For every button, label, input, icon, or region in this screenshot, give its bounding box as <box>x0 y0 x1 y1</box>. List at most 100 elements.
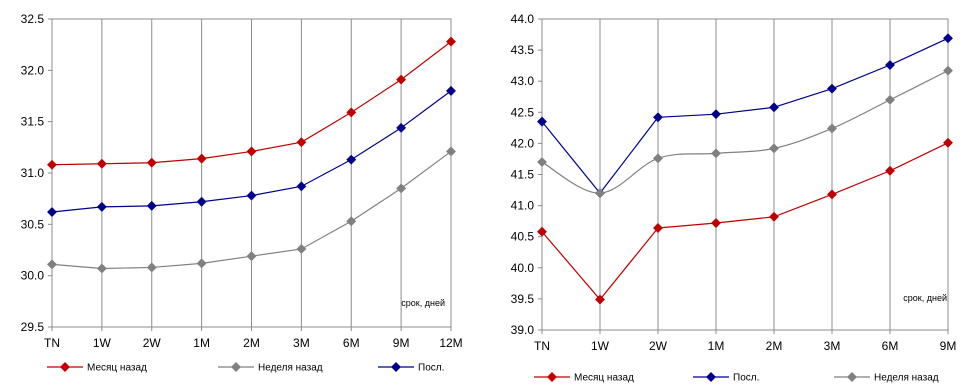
left-legend-label: Месяц назад <box>87 363 147 374</box>
right-data-point <box>943 65 953 76</box>
left-data-point <box>196 196 207 207</box>
right-y-tick-label: 41.5 <box>511 168 535 182</box>
left-data-point <box>246 251 257 262</box>
right-chart: 39.0 39.5 40.0 40.5 41.0 41.5 42.0 42.5 43.0 43.5… <box>485 0 965 384</box>
right-data-point <box>595 294 605 305</box>
right-legend-marker <box>847 372 857 382</box>
left-data-point <box>146 262 157 273</box>
right-x-tick-label: 6M <box>882 339 899 353</box>
left-legend-label: Неделя назад <box>258 363 323 374</box>
left-data-point <box>396 183 407 194</box>
right-x-tick-label: 2W <box>649 339 668 353</box>
right-x-tick-label: 3M <box>824 339 841 353</box>
right-x-tick-label: 9M <box>940 339 957 353</box>
left-y-tick-label: 31.5 <box>21 115 45 129</box>
left-x-tick-label: 2W <box>143 336 162 350</box>
left-data-point <box>96 201 107 212</box>
right-data-point <box>653 223 663 233</box>
right-x-tick-label: 2M <box>766 339 783 353</box>
left-data-point <box>146 157 157 168</box>
right-data-point <box>827 83 837 94</box>
right-data-point <box>537 116 547 127</box>
left-data-point <box>396 74 407 85</box>
right-data-point <box>885 165 895 176</box>
left-data-point <box>296 244 307 254</box>
left-data-point <box>446 36 456 47</box>
left-y-tick-label: 30.5 <box>21 217 45 231</box>
left-data-point <box>296 137 307 148</box>
left-chart: 29.5 30.0 30.5 31.0 31.5 32.0 32.5 TN 1W 2W 1M 2M 3M… <box>0 0 480 383</box>
left-y-tick-label: 31.0 <box>21 166 45 180</box>
right-legend-marker <box>547 372 557 382</box>
left-data-point <box>196 153 207 164</box>
right-legend-label: Неделя назад <box>874 373 939 384</box>
left-x-tick-label: TN <box>44 336 60 350</box>
right-data-point <box>653 112 663 123</box>
right-data-point <box>943 137 953 148</box>
left-legend-label: Посл. <box>418 363 444 374</box>
right-y-tick-label: 42.5 <box>511 105 535 119</box>
right-data-point <box>943 33 953 44</box>
left-annotation: срок, дней <box>401 298 445 308</box>
right-x-tick-label: 1M <box>708 339 725 353</box>
left-data-point <box>296 181 307 192</box>
right-y-tick-label: 43.0 <box>511 74 535 88</box>
right-legend-label: Посл. <box>733 373 759 384</box>
left-data-point <box>246 146 257 157</box>
left-data-point <box>446 85 456 96</box>
right-y-tick-label: 39.0 <box>511 323 535 337</box>
right-data-point <box>653 153 663 164</box>
left-x-tick-label: 3M <box>293 336 310 350</box>
left-data-point <box>446 146 456 157</box>
left-y-tick-label: 32.5 <box>21 12 45 26</box>
right-y-tick-label: 41.0 <box>511 199 535 213</box>
left-data-point <box>96 263 107 274</box>
left-chart-svg: 29.5 30.0 30.5 31.0 31.5 32.0 32.5 TN 1W 2W 1M 2M 3M… <box>21 12 463 374</box>
right-annotation: срок, дней <box>903 293 947 303</box>
left-x-tick-label: 6M <box>343 336 360 350</box>
right-y-tick-label: 44.0 <box>511 12 535 26</box>
left-y-tick-label: 30.0 <box>21 269 45 283</box>
left-y-tick-label: 29.5 <box>21 320 45 334</box>
left-x-tick-label: 2M <box>243 336 260 350</box>
right-data-point <box>885 60 895 70</box>
right-data-point <box>827 123 837 134</box>
left-data-point <box>346 154 357 165</box>
right-data-point <box>769 143 779 154</box>
left-data-point <box>96 158 107 169</box>
left-x-tick-label: 9M <box>393 336 410 350</box>
right-y-tick-label: 42.0 <box>511 136 535 150</box>
right-y-tick-label: 40.0 <box>511 261 535 275</box>
left-data-point <box>346 107 357 118</box>
right-data-point <box>595 188 605 199</box>
left-y-tick-label: 32.0 <box>21 63 45 77</box>
left-x-tick-label: 1W <box>93 336 112 350</box>
right-y-tick-label: 40.5 <box>511 230 535 244</box>
left-legend-marker <box>391 362 401 372</box>
right-y-tick-label: 43.5 <box>511 43 535 57</box>
left-data-point <box>196 258 207 269</box>
left-data-point <box>146 200 157 211</box>
right-data-point <box>711 218 721 228</box>
left-data-point <box>246 190 257 201</box>
right-data-point <box>711 109 721 120</box>
right-series-line <box>541 37 949 195</box>
right-data-point <box>769 102 779 113</box>
right-legend-marker <box>706 372 716 382</box>
right-data-point <box>537 157 547 168</box>
right-legend-label: Месяц назад <box>574 373 634 384</box>
right-data-point <box>711 148 721 159</box>
left-data-point <box>47 207 57 217</box>
right-data-point <box>827 189 837 200</box>
right-chart-svg: 39.0 39.5 40.0 40.5 41.0 41.5 42.0 42.5 43.0 43.5… <box>511 12 957 384</box>
left-legend-marker <box>60 362 70 372</box>
left-x-tick-label: 1M <box>193 336 210 350</box>
left-data-point <box>47 259 57 270</box>
left-data-point <box>47 159 57 170</box>
right-x-tick-label: TN <box>534 339 550 353</box>
right-data-point <box>769 211 779 222</box>
left-x-tick-label: 12M <box>439 336 462 350</box>
right-data-point <box>885 94 895 105</box>
right-series-line <box>541 70 949 194</box>
right-x-tick-label: 1W <box>591 339 610 353</box>
